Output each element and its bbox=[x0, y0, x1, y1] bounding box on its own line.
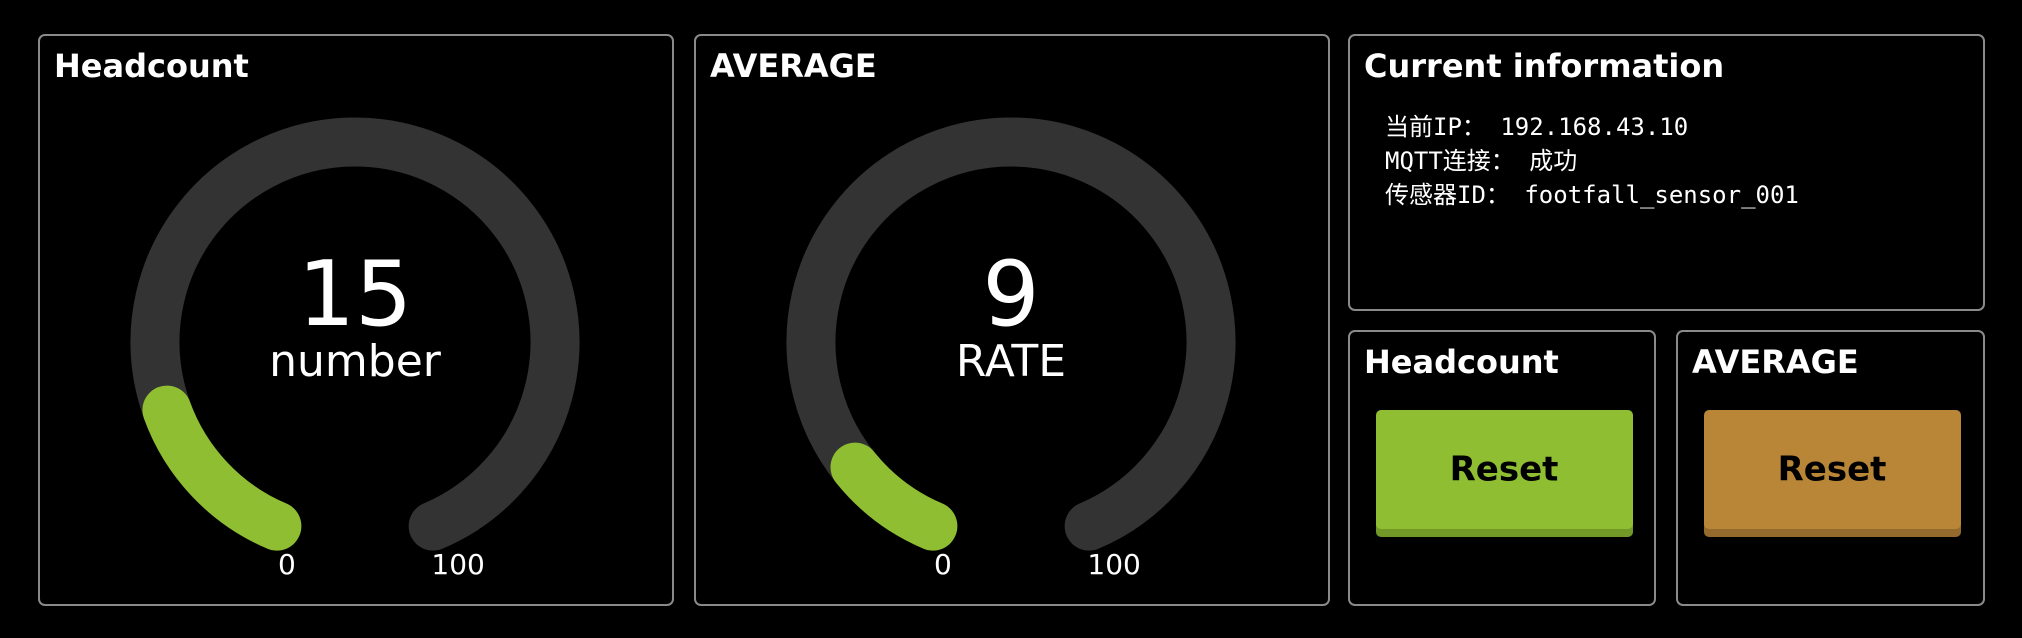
info-panel bbox=[1348, 34, 1985, 311]
info-line: MQTT连接： 成功 bbox=[1385, 147, 1577, 175]
info-line: 传感器ID： footfall_sensor_001 bbox=[1385, 181, 1799, 209]
panel-title: Headcount bbox=[1364, 343, 1559, 381]
gauge-unit: number bbox=[269, 336, 442, 387]
button-label[interactable]: Reset bbox=[1778, 450, 1887, 490]
info-line: 当前IP： 192.168.43.10 bbox=[1385, 113, 1688, 141]
gauge-min: 0 bbox=[278, 548, 296, 581]
button-label[interactable]: Reset bbox=[1450, 450, 1559, 490]
panel-title: AVERAGE bbox=[1692, 343, 1859, 381]
gauge-track bbox=[786, 117, 1236, 551]
panel-title: Current information bbox=[1364, 47, 1724, 85]
panel-title: Headcount bbox=[54, 47, 249, 85]
panel-title: AVERAGE bbox=[710, 47, 877, 85]
gauge-fill bbox=[830, 442, 958, 551]
gauge-max: 100 bbox=[1087, 548, 1140, 581]
gauge-min: 0 bbox=[934, 548, 952, 581]
gauge-value: 9 bbox=[982, 242, 1039, 347]
gauge-fill bbox=[142, 385, 302, 551]
gauge-max: 100 bbox=[431, 548, 484, 581]
reset-button[interactable] bbox=[1376, 410, 1633, 529]
gauge-unit: RATE bbox=[956, 336, 1066, 387]
reset-button[interactable] bbox=[1704, 410, 1961, 529]
gauge-value: 15 bbox=[298, 242, 413, 347]
